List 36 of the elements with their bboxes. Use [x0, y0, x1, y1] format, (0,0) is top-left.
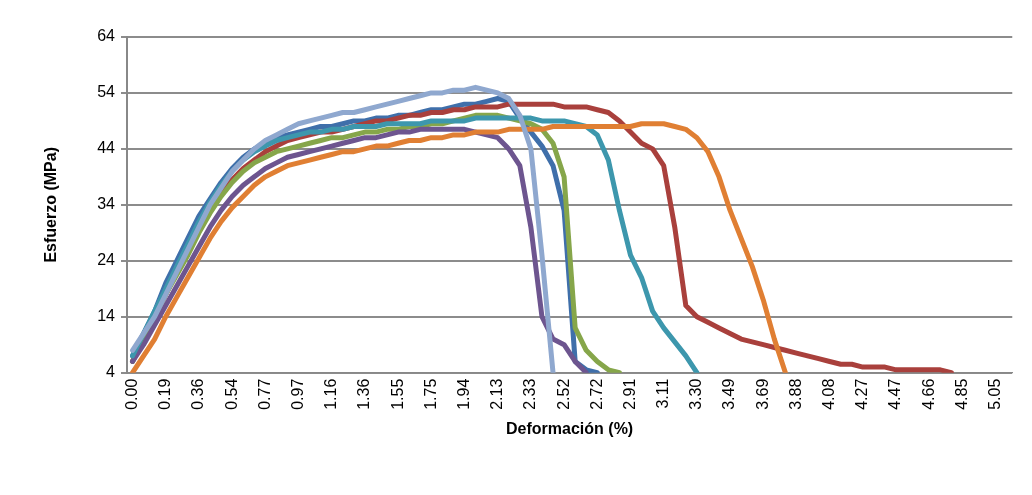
x-tick-label: 0.36: [189, 378, 207, 410]
x-tick-label: 3.69: [753, 378, 771, 410]
x-tick-label: 0.77: [255, 378, 273, 410]
x-tick-label: 4.08: [820, 378, 838, 410]
x-tick-label: 0.00: [122, 378, 140, 410]
y-axis-title: Esfuerzo (MPa): [42, 147, 60, 263]
x-axis-title: Deformación (%): [506, 419, 634, 437]
y-tick-label: 14: [97, 307, 116, 325]
x-tick-label: 2.33: [521, 378, 539, 410]
x-tick-label: 5.05: [986, 378, 1004, 410]
x-tick-label: 1.75: [421, 378, 439, 410]
y-tick-label: 24: [97, 251, 116, 269]
y-tick-label: 4: [106, 363, 116, 381]
x-tick-label: 3.30: [687, 378, 705, 410]
x-tick-label: 1.16: [322, 378, 340, 410]
x-tick-label: 0.97: [288, 378, 306, 410]
y-tick-label: 44: [97, 139, 116, 157]
x-tick-label: 3.88: [786, 378, 804, 410]
x-tick-label: 2.72: [587, 378, 605, 410]
x-tick-label: 4.47: [886, 378, 904, 410]
y-tick-label: 64: [97, 27, 116, 45]
x-tick-label: 3.11: [654, 378, 672, 409]
y-tick-label: 54: [97, 83, 116, 101]
x-tick-label: 1.94: [454, 378, 472, 410]
x-tick-label: 4.27: [853, 378, 871, 410]
x-tick-label: 2.52: [554, 378, 572, 410]
x-tick-label: 0.54: [222, 378, 240, 410]
x-tick-label: 4.66: [919, 378, 937, 410]
y-tick-label: 34: [97, 195, 116, 213]
x-tick-label: 3.49: [720, 378, 738, 410]
x-tick-label: 1.55: [388, 378, 406, 410]
x-tick-label: 0.19: [156, 378, 174, 410]
x-tick-label: 2.91: [620, 378, 638, 410]
x-tick-label: 4.85: [952, 378, 970, 410]
x-tick-label: 2.13: [488, 378, 506, 410]
x-tick-label: 1.36: [355, 378, 373, 410]
